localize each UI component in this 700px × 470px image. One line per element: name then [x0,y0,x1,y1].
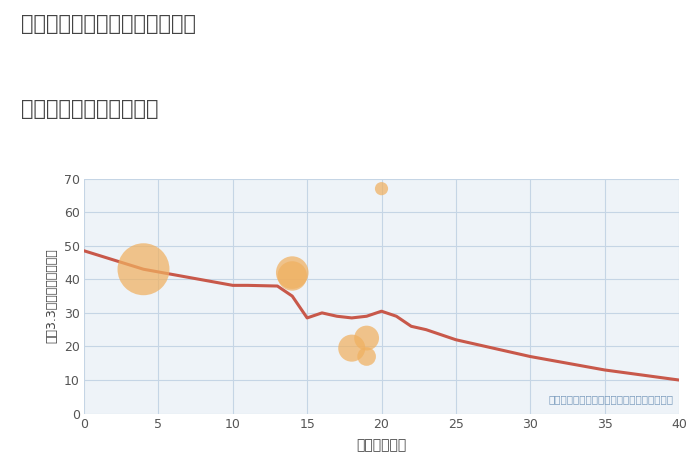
Text: 兵庫県姫路市夢前町古知之庄の: 兵庫県姫路市夢前町古知之庄の [21,14,196,34]
Point [361,334,372,342]
Point [361,353,372,360]
Point [287,269,298,276]
Point [138,266,149,273]
Text: 築年数別中古戸建て価格: 築年数別中古戸建て価格 [21,99,158,119]
Point [346,345,357,352]
Point [376,185,387,192]
Y-axis label: 坪（3.3㎡）単価（万円）: 坪（3.3㎡）単価（万円） [46,249,58,344]
Point [287,272,298,280]
X-axis label: 築年数（年）: 築年数（年） [356,438,407,452]
Text: 円の大きさは、取引のあった物件面積を示す: 円の大きさは、取引のあった物件面積を示す [548,394,673,404]
